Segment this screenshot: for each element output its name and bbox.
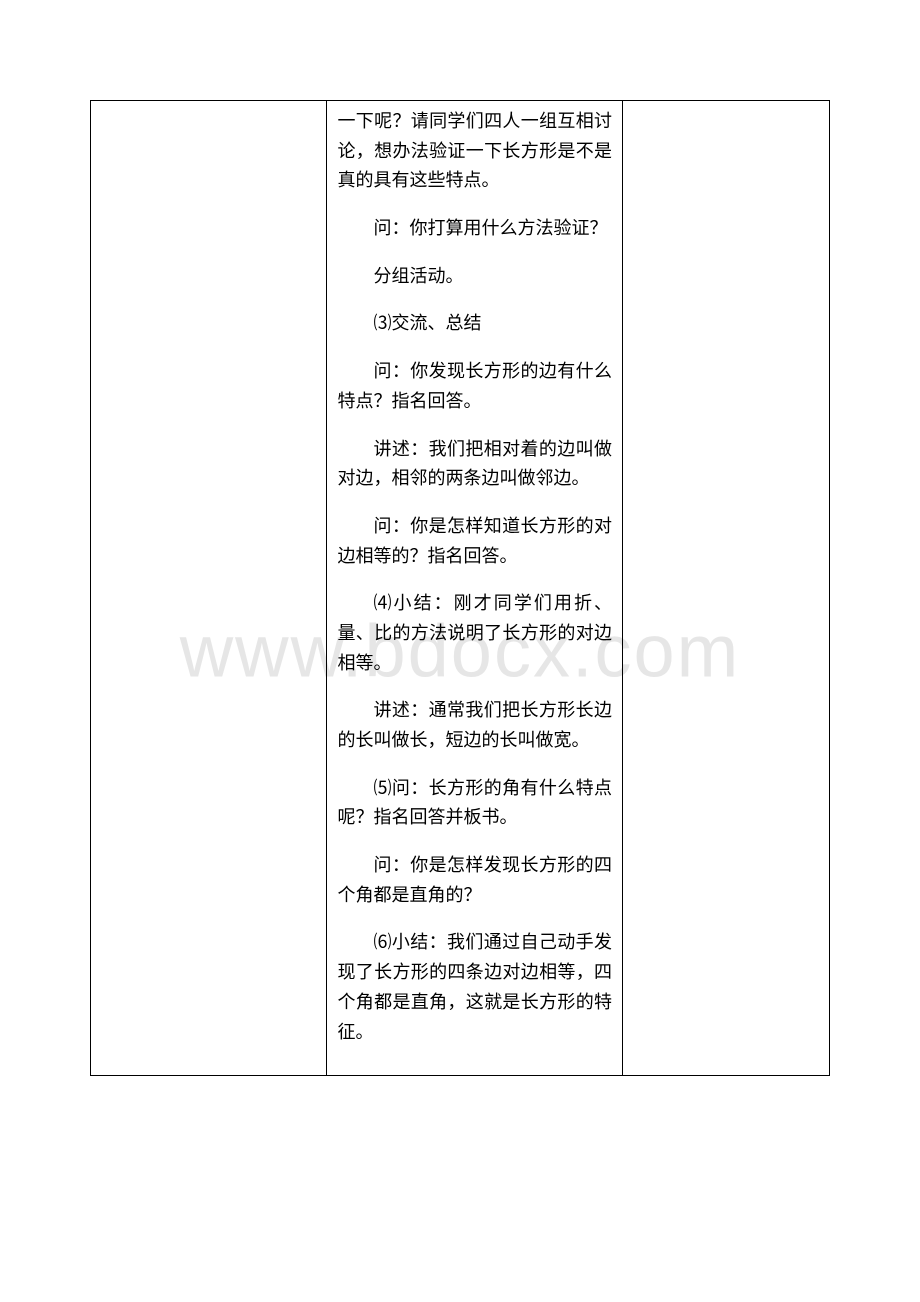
document-table: 一下呢？请同学们四人一组互相讨论，想办法验证一下长方形是不是真的具有这些特点。 …: [90, 100, 830, 1076]
paragraph: ⑶交流、总结: [337, 309, 612, 339]
paragraph: ⑹小结：我们通过自己动手发现了长方形的四条边对边相等，四个角都是直角，这就是长方…: [337, 928, 612, 1047]
middle-cell: 一下呢？请同学们四人一组互相讨论，想办法验证一下长方形是不是真的具有这些特点。 …: [327, 101, 623, 1076]
left-cell: [91, 101, 327, 1076]
right-cell: [623, 101, 830, 1076]
paragraph: ⑸问：长方形的角有什么特点呢？指名回答并板书。: [337, 774, 612, 833]
paragraph: 问：你是怎样发现长方形的四个角都是直角的？: [337, 851, 612, 910]
paragraph: 问：你打算用什么方法验证？: [337, 214, 612, 244]
paragraph: ⑷小结：刚才同学们用折、量、比的方法说明了长方形的对边相等。: [337, 589, 612, 678]
middle-content: 一下呢？请同学们四人一组互相讨论，想办法验证一下长方形是不是真的具有这些特点。 …: [327, 101, 622, 1075]
paragraph: 问：你发现长方形的边有什么特点？指名回答。: [337, 357, 612, 416]
paragraph: 分组活动。: [337, 262, 612, 292]
paragraph: 讲述：我们把相对着的边叫做对边，相邻的两条边叫做邻边。: [337, 435, 612, 494]
paragraph: 讲述：通常我们把长方形长边的长叫做长，短边的长叫做宽。: [337, 696, 612, 755]
table-row: 一下呢？请同学们四人一组互相讨论，想办法验证一下长方形是不是真的具有这些特点。 …: [91, 101, 830, 1076]
paragraph: 问：你是怎样知道长方形的对边相等的？指名回答。: [337, 512, 612, 571]
paragraph: 一下呢？请同学们四人一组互相讨论，想办法验证一下长方形是不是真的具有这些特点。: [337, 107, 612, 196]
